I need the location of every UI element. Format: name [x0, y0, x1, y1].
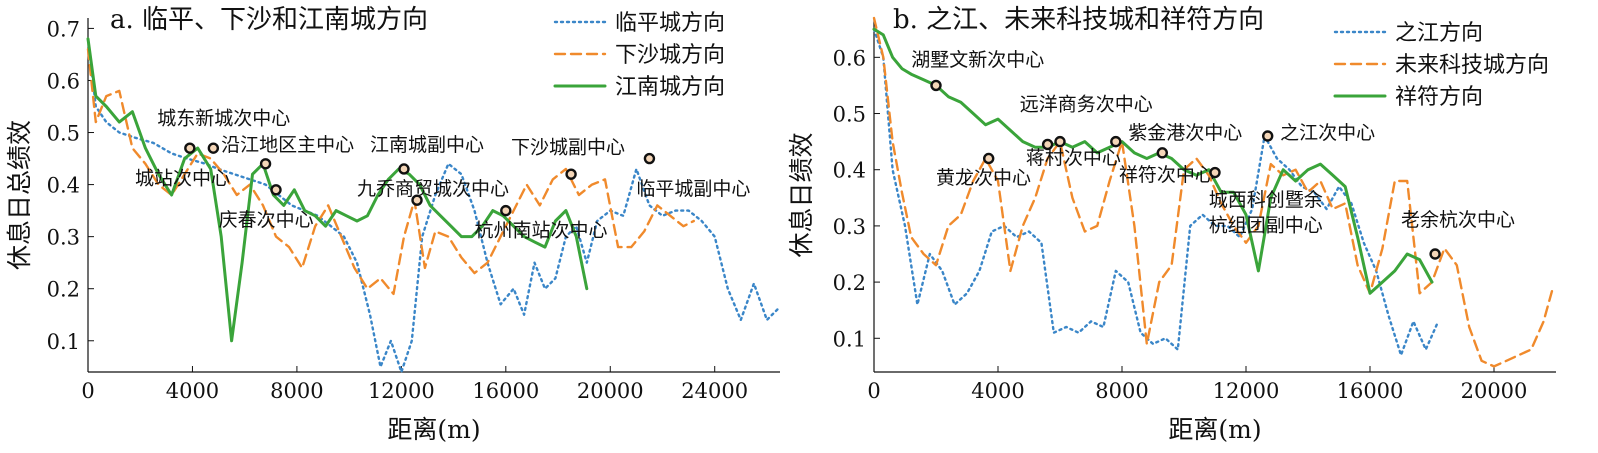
center-point: [983, 152, 995, 165]
x-tick-label: 0: [867, 379, 880, 403]
center-point: [411, 194, 423, 206]
center-point: [259, 158, 272, 170]
legend-label: 临平城方向: [615, 11, 725, 36]
y-tick-label: 0.4: [833, 159, 866, 183]
center-point: [1261, 130, 1274, 142]
center-annotation: 杭组团副中心: [1209, 215, 1323, 237]
x-axis-label: 距离(m): [1168, 415, 1261, 444]
x-tick-label: 16000: [472, 379, 539, 403]
y-tick-label: 0.2: [833, 271, 866, 295]
chart-panel-a: 0.1 0.2 0.3 0.4 0.5 0.6 0.7 0 4000 8000 12000 16000…: [5, 5, 780, 444]
center-point: [565, 168, 577, 180]
y-tick-label: 0.5: [833, 103, 866, 127]
center-annotation: 祥符次中心: [1119, 164, 1214, 186]
y-tick-label: 0.3: [47, 226, 80, 250]
y-tick-label: 0.6: [47, 69, 80, 93]
center-point: [1209, 166, 1221, 179]
center-point: [184, 142, 196, 154]
y-tick-label: 0.2: [47, 278, 80, 302]
y-tick-label: 0.6: [833, 46, 866, 70]
center-point: [270, 184, 282, 196]
x-tick-label: 0: [81, 379, 94, 403]
x-tick-label: 12000: [368, 379, 435, 403]
center-annotation: 蒋村次中心: [1026, 147, 1121, 169]
series-line-1: [872, 28, 1440, 357]
chart-title: b. 之江、未来科技城和祥符方向: [893, 5, 1264, 35]
chart-title: a. 临平、下沙和江南城方向: [110, 5, 428, 35]
x-tick-label: 20000: [577, 379, 644, 403]
center-annotation: 之江次中心: [1280, 122, 1375, 144]
center-annotation: 城东新城次中心: [157, 108, 290, 130]
center-annotation: 临平城副中心: [636, 178, 750, 200]
center-point: [500, 204, 512, 217]
legend-label: 祥符方向: [1395, 85, 1483, 110]
center-annotation: 湖墅文新次中心: [911, 49, 1044, 71]
y-tick-label: 0.3: [833, 215, 866, 239]
center-annotation: 杭州南站次中心: [474, 220, 607, 242]
center-point: [1429, 248, 1441, 260]
center-point: [1041, 138, 1054, 151]
center-point: [1156, 147, 1169, 159]
y-tick-label: 0.1: [47, 330, 80, 354]
x-tick-label: 20000: [1461, 379, 1528, 403]
center-point: [1110, 135, 1122, 148]
center-annotation: 黄龙次中心: [936, 167, 1031, 189]
series-line-3: [86, 37, 589, 343]
x-tick-label: 16000: [1337, 379, 1404, 403]
series-line-2: [86, 48, 695, 296]
x-tick-label: 8000: [270, 379, 323, 403]
x-tick-label: 4000: [166, 379, 219, 403]
center-annotation: 庆春次中心: [219, 209, 314, 231]
x-tick-label: 4000: [971, 379, 1024, 403]
y-tick-label: 0.5: [47, 122, 80, 146]
center-point: [207, 142, 220, 154]
center-annotation: 沿江地区主中心: [221, 134, 354, 156]
center-annotation: 紫金港次中心: [1128, 122, 1242, 144]
center-annotation: 城站次中心: [135, 168, 230, 190]
y-tick-label: 0.7: [47, 17, 80, 41]
x-tick-label: 8000: [1095, 379, 1148, 403]
center-annotation: 九乔商贸城次中心: [357, 178, 509, 200]
center-point: [1054, 135, 1066, 148]
center-annotation: 老余杭次中心: [1401, 209, 1515, 231]
center-point: [643, 152, 656, 165]
x-tick-label: 12000: [1213, 379, 1280, 403]
x-tick-label: 24000: [681, 379, 748, 403]
center-annotation: 远洋商务次中心: [1020, 94, 1153, 116]
series-line-3: [872, 27, 1434, 295]
x-axis-label: 距离(m): [387, 415, 480, 444]
legend-label: 未来科技城方向: [1395, 53, 1549, 78]
legend-label: 江南城方向: [615, 75, 725, 100]
center-point: [930, 79, 942, 92]
center-point: [398, 163, 410, 175]
legend-label: 之江方向: [1395, 21, 1483, 46]
y-axis-label: 休息日绩效: [787, 132, 816, 257]
y-tick-label: 0.4: [47, 174, 80, 198]
legend-label: 下沙城方向: [615, 43, 725, 68]
y-tick-label: 0.1: [833, 327, 866, 351]
center-annotation: 江南城副中心: [370, 134, 484, 156]
center-annotation: 城西科创暨余: [1209, 189, 1323, 211]
y-axis-label: 休息日总绩效: [5, 120, 34, 270]
chart-panel-b: 0.1 0.2 0.3 0.4 0.5 0.6 0 4000 8000 12000 16000 200…: [787, 5, 1556, 444]
series-line-2: [872, 16, 1555, 368]
center-annotation: 下沙城副中心: [511, 136, 625, 158]
